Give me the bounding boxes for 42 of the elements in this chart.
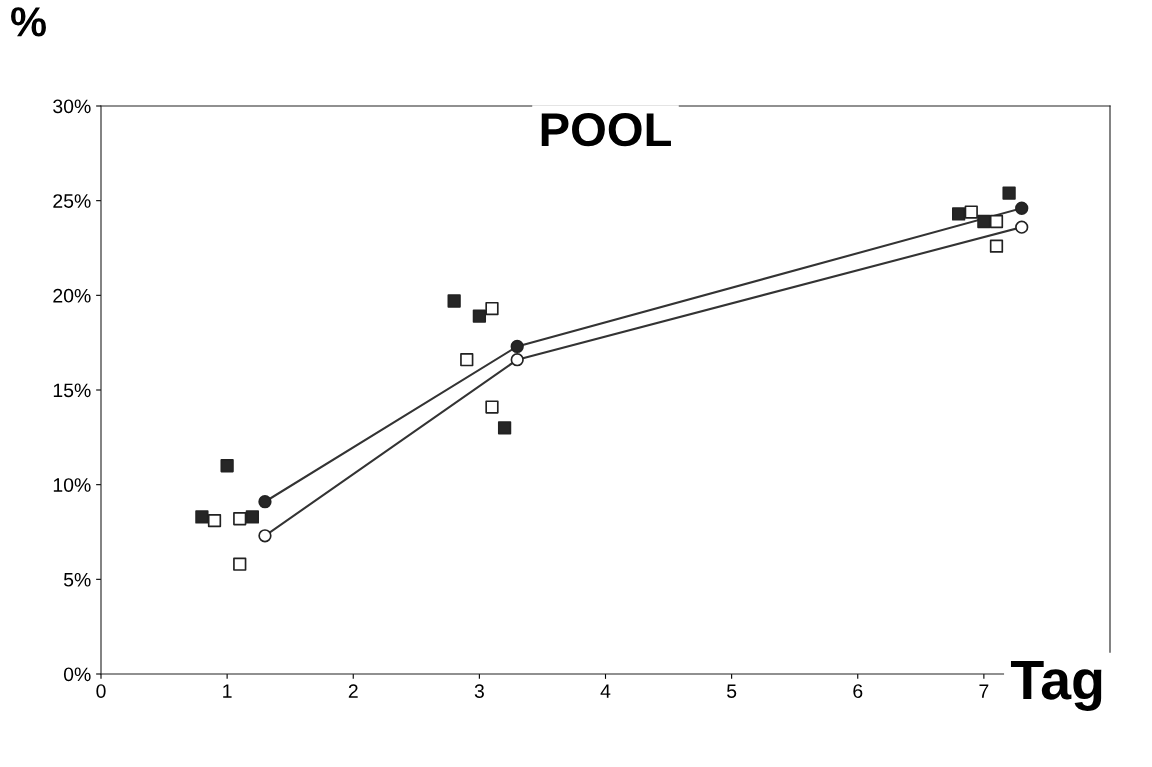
x-axis-title: Tag xyxy=(1010,660,1102,711)
x-tick-label: 5 xyxy=(727,684,737,698)
point xyxy=(977,214,991,229)
point xyxy=(195,510,209,524)
x-tick-label: 7 xyxy=(979,684,989,698)
y-tick-label: 10% xyxy=(53,478,91,492)
point xyxy=(497,421,512,435)
point xyxy=(472,309,487,323)
point xyxy=(245,510,259,524)
x-tick-label: 3 xyxy=(474,684,484,698)
point xyxy=(485,301,499,316)
point xyxy=(233,512,247,526)
x-tick-label: 1 xyxy=(223,684,232,698)
y-tick-label: 30% xyxy=(53,99,91,114)
point xyxy=(1015,201,1029,215)
point xyxy=(1002,186,1016,200)
y-tick-label: 5% xyxy=(63,572,91,587)
point xyxy=(989,239,1004,253)
y-tick-label: 20% xyxy=(53,288,91,303)
point xyxy=(1015,220,1029,234)
chart-title: POOL xyxy=(541,112,671,147)
point xyxy=(258,495,272,509)
y-tick-label: 25% xyxy=(53,194,91,208)
point xyxy=(485,400,499,414)
point xyxy=(207,513,222,528)
point xyxy=(460,353,474,367)
point xyxy=(233,557,247,571)
point xyxy=(952,207,966,221)
point xyxy=(989,214,1004,229)
x-tick-label: 4 xyxy=(600,684,611,698)
point xyxy=(964,205,978,219)
point xyxy=(447,294,461,308)
x-tick-label: 2 xyxy=(348,684,358,698)
y-tick-label: 15% xyxy=(53,383,91,398)
y-tick-label: 0% xyxy=(63,667,91,682)
point xyxy=(220,459,234,473)
y-axis-title: % xyxy=(11,7,46,37)
point xyxy=(258,529,272,543)
point xyxy=(510,353,524,367)
point xyxy=(510,339,524,354)
x-tick-label: 6 xyxy=(853,684,863,698)
x-tick-label: 0 xyxy=(96,684,106,698)
